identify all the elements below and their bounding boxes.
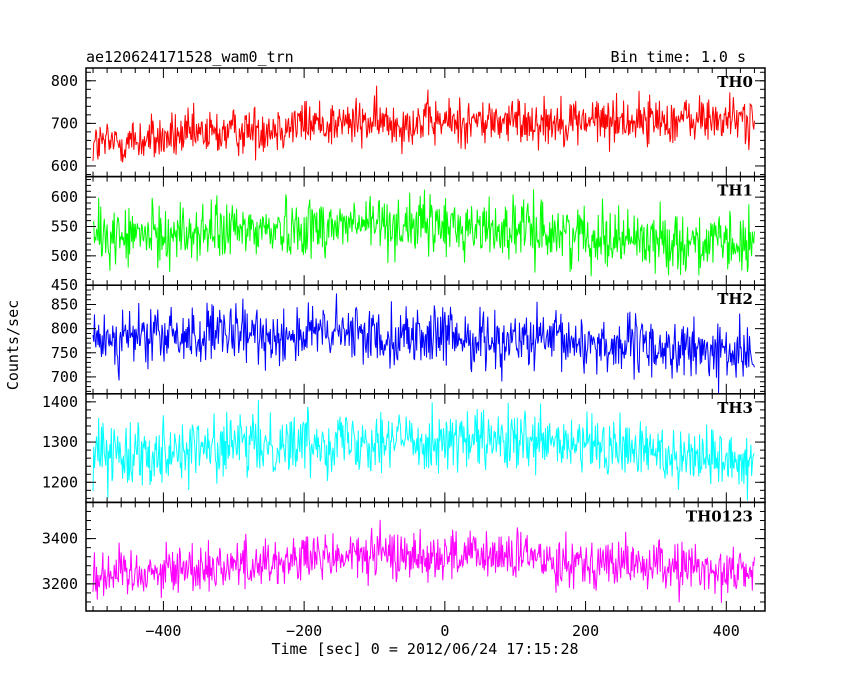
panel-label-th2: TH2 — [717, 290, 753, 308]
y-tick-label-th2: 800 — [51, 320, 78, 338]
x-axis-label: Time [sec] 0 = 2012/06/24 17:15:28 — [271, 640, 578, 658]
x-tick-label: 400 — [713, 622, 740, 640]
y-axis-label: Counts/sec — [4, 300, 22, 390]
panel-frame-th0123 — [85, 501, 766, 612]
panels-group: 600 700 800 TH0 450 500 550 600 TH1 700 750 800 850 T… — [42, 67, 766, 640]
panel-label-th1: TH1 — [717, 182, 753, 200]
x-tick-label: 200 — [572, 622, 599, 640]
y-tick-label-th0123: 3200 — [42, 575, 78, 593]
y-tick-label-th0: 700 — [51, 114, 78, 132]
y-tick-label-th1: 500 — [51, 247, 78, 265]
panel-label-th0123: TH0123 — [686, 507, 753, 525]
y-tick-label-th0: 800 — [51, 72, 78, 90]
y-tick-label-th1: 450 — [51, 276, 78, 294]
y-tick-label-th2: 750 — [51, 344, 78, 362]
series-line-th0123 — [92, 519, 755, 603]
y-tick-label-th1: 550 — [51, 217, 78, 235]
series-line-th2 — [92, 293, 755, 394]
figure-title: ae120624171528_wam0_trn — [86, 48, 294, 66]
bin-time-label: Bin time: 1.0 s — [611, 48, 746, 66]
y-tick-label-th3: 1300 — [42, 433, 78, 451]
series-line-th0 — [92, 85, 755, 163]
y-tick-label-th2: 850 — [51, 296, 78, 314]
y-tick-label-th3: 1200 — [42, 473, 78, 491]
x-tick-label: −400 — [145, 622, 181, 640]
y-tick-label-th0: 600 — [51, 157, 78, 175]
y-tick-label-th1: 600 — [51, 188, 78, 206]
series-line-th1 — [92, 189, 755, 277]
series-line-th3 — [92, 400, 755, 501]
y-tick-label-th3: 1400 — [42, 393, 78, 411]
x-tick-label: −200 — [286, 622, 322, 640]
x-tick-label: 0 — [440, 622, 449, 640]
y-tick-label-th2: 700 — [51, 368, 78, 386]
panel-label-th3: TH3 — [717, 399, 753, 417]
y-tick-label-th0123: 3400 — [42, 530, 78, 548]
panel-label-th0: TH0 — [717, 73, 753, 91]
